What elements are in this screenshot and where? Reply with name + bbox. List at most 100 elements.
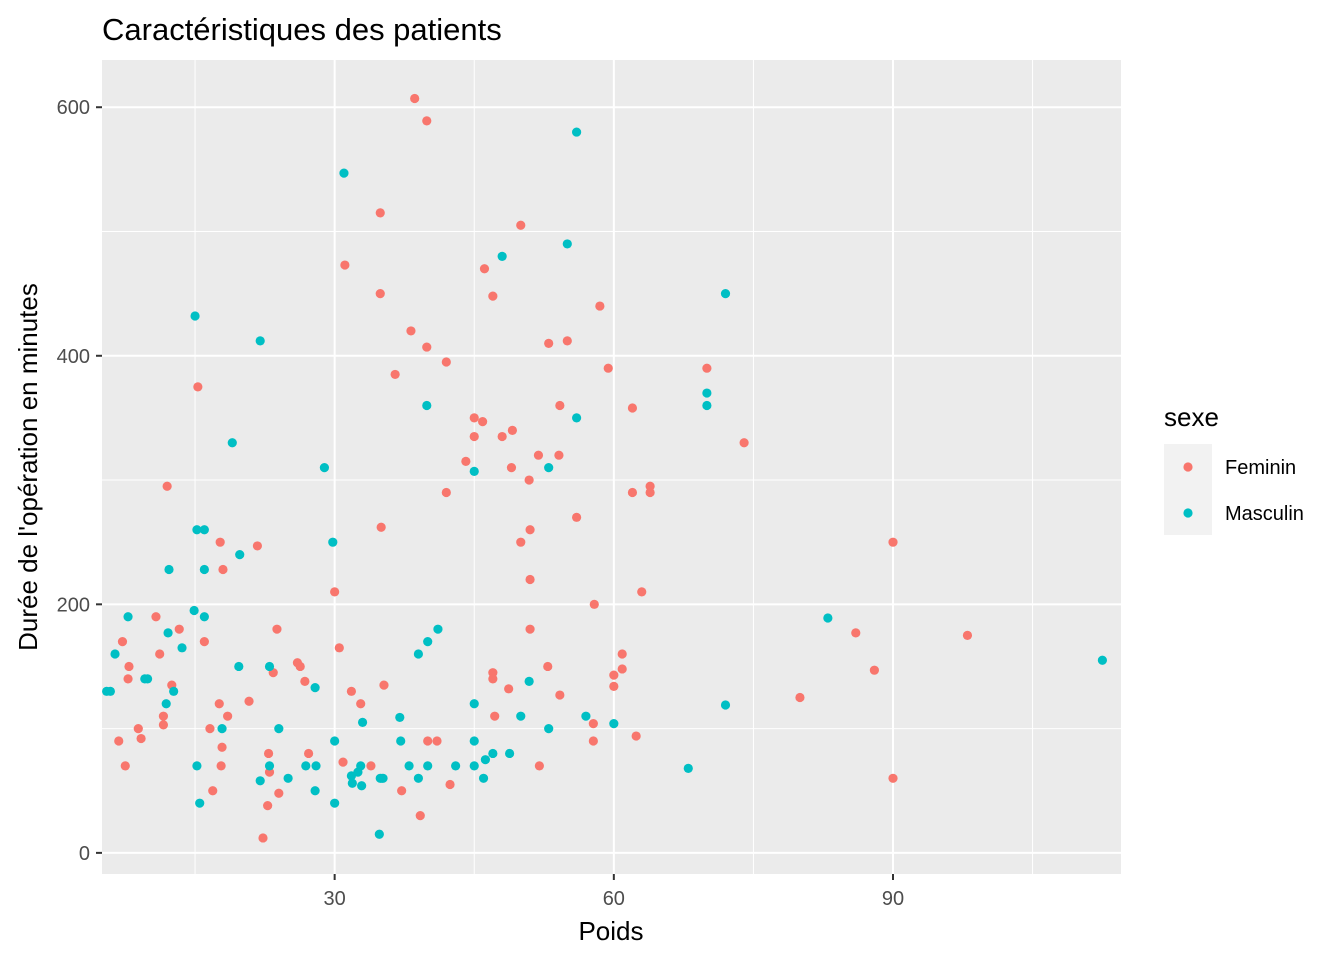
point-feminin: [136, 733, 146, 744]
point-feminin: [397, 786, 407, 796]
point-feminin: [120, 761, 130, 771]
point-feminin: [158, 720, 169, 730]
y-axis-title: Durée de l'opération en minutes: [13, 283, 43, 651]
point-feminin: [375, 208, 385, 218]
point-masculin: [562, 239, 572, 249]
y-tick-label: 600: [57, 97, 90, 119]
point-feminin: [208, 786, 218, 796]
point-feminin: [488, 291, 498, 301]
point-feminin: [627, 487, 638, 498]
point-feminin: [795, 692, 805, 703]
point-feminin: [525, 525, 535, 535]
point-masculin: [217, 723, 227, 734]
point-masculin: [469, 736, 479, 746]
point-masculin: [413, 773, 424, 783]
point-masculin: [199, 564, 209, 575]
point-masculin: [469, 699, 479, 709]
point-feminin: [637, 587, 647, 597]
y-tick-label: 400: [57, 346, 90, 368]
point-feminin: [562, 336, 572, 346]
point-masculin: [413, 649, 424, 659]
point-masculin: [264, 761, 275, 771]
point-masculin: [234, 661, 244, 672]
point-masculin: [310, 786, 320, 796]
point-feminin: [617, 649, 627, 659]
point-masculin: [423, 637, 433, 647]
point-masculin: [609, 719, 619, 729]
point-masculin: [192, 525, 202, 535]
point-masculin: [451, 761, 461, 771]
point-masculin: [497, 251, 507, 261]
point-feminin: [217, 742, 227, 752]
point-masculin: [347, 778, 357, 788]
point-feminin: [962, 630, 973, 640]
point-feminin: [524, 475, 534, 485]
point-masculin: [720, 700, 731, 710]
point-feminin: [151, 612, 161, 622]
point-masculin: [581, 711, 591, 721]
point-feminin: [478, 417, 488, 427]
point-feminin: [263, 801, 273, 811]
point-feminin: [572, 512, 582, 522]
point-feminin: [595, 301, 605, 311]
point-masculin: [189, 605, 199, 616]
point-feminin: [124, 661, 134, 672]
point-feminin: [162, 481, 172, 491]
point-feminin: [252, 541, 263, 551]
point-feminin: [215, 537, 225, 547]
plot-panel: [102, 60, 1121, 874]
point-masculin: [395, 712, 405, 723]
point-feminin: [346, 686, 356, 696]
point-feminin: [199, 637, 209, 647]
point-masculin: [163, 628, 173, 638]
data-points: [102, 93, 1107, 843]
point-feminin: [631, 731, 641, 741]
point-feminin: [488, 674, 498, 684]
point-masculin: [330, 736, 340, 746]
legend-key-background: [1164, 444, 1212, 535]
point-feminin: [390, 369, 400, 380]
point-feminin: [851, 628, 861, 638]
point-masculin: [161, 699, 171, 709]
point-feminin: [869, 665, 879, 675]
point-feminin: [479, 264, 490, 274]
minor-gridlines: [102, 60, 1121, 874]
point-masculin: [480, 755, 491, 765]
point-masculin: [255, 336, 265, 346]
point-feminin: [214, 699, 224, 709]
point-masculin: [235, 550, 245, 560]
point-feminin: [555, 690, 565, 700]
point-feminin: [445, 779, 455, 790]
point-feminin: [497, 431, 507, 442]
point-feminin: [441, 487, 451, 498]
point-feminin: [516, 537, 526, 547]
point-masculin: [378, 773, 388, 783]
point-feminin: [441, 357, 451, 367]
point-feminin: [303, 748, 314, 759]
point-masculin: [192, 761, 202, 771]
point-feminin: [507, 425, 517, 435]
legend-label-feminin: Feminin: [1225, 457, 1296, 479]
point-masculin: [169, 686, 179, 696]
point-feminin: [263, 748, 274, 759]
y-axis: 0 200 400 600: [57, 97, 102, 865]
point-feminin: [888, 537, 898, 547]
point-masculin: [404, 761, 414, 771]
point-feminin: [627, 403, 638, 413]
point-feminin: [554, 450, 564, 460]
x-axis: 30 60 90: [324, 874, 904, 910]
point-feminin: [469, 413, 479, 423]
point-masculin: [505, 748, 515, 759]
point-feminin: [506, 463, 517, 473]
point-masculin: [190, 311, 200, 321]
point-masculin: [330, 798, 340, 808]
point-feminin: [609, 670, 619, 680]
point-masculin: [683, 763, 693, 773]
point-feminin: [555, 400, 565, 411]
point-masculin: [374, 829, 384, 839]
point-feminin: [469, 431, 479, 442]
point-feminin: [406, 326, 416, 336]
point-masculin: [142, 674, 153, 684]
point-feminin: [272, 624, 282, 634]
